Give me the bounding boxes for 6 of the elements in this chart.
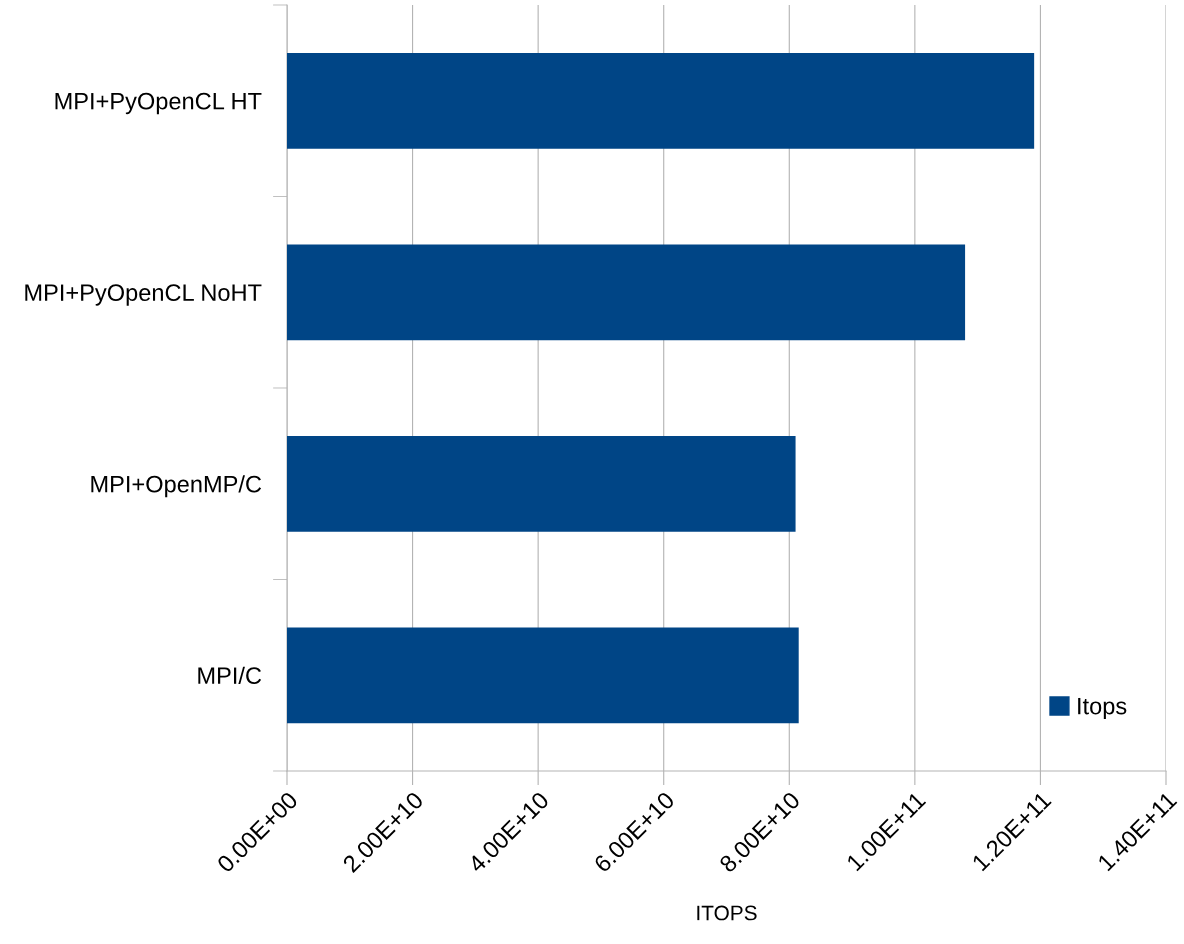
- y-tick-label: MPI+OpenMP/C: [91, 475, 262, 498]
- y-tick-label: MPI/C: [198, 666, 262, 685]
- legend-label: Itops: [1078, 697, 1127, 720]
- y-tick-label: MPI+PyOpenCL HT: [55, 92, 262, 115]
- x-axis-title: ITOPS: [697, 905, 757, 921]
- y-tick-label: MPI+PyOpenCL NoHT: [25, 284, 262, 306]
